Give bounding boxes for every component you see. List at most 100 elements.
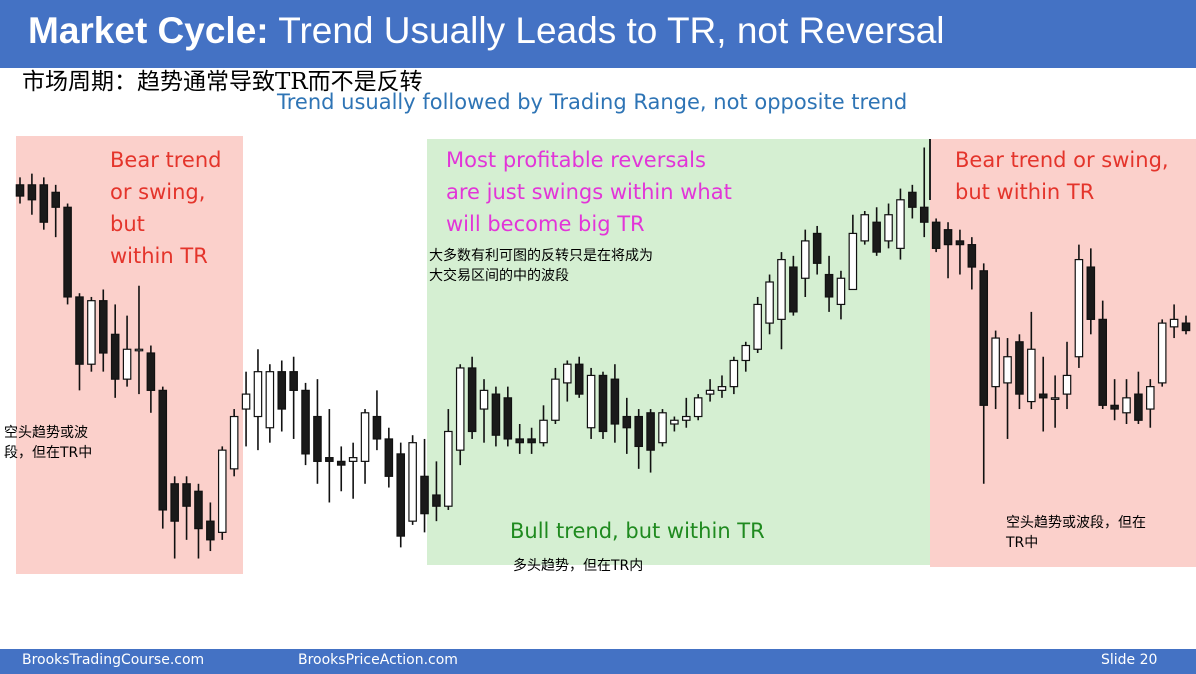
- candle: [610, 364, 620, 443]
- footer-link-brookspriceaction[interactable]: BrooksPriceAction.com: [298, 652, 458, 668]
- bull-candle-body: [717, 386, 727, 391]
- candle: [1122, 379, 1131, 424]
- candle: [1110, 379, 1119, 421]
- bear-candle-body: [206, 520, 215, 541]
- reversals-annotation-cn: 大多数有利可图的反转只是在将成为 大交易区间的中的波段: [429, 248, 653, 284]
- bull-candle-body: [586, 374, 596, 429]
- bull-candle-body: [705, 389, 715, 395]
- candle: [908, 184, 917, 219]
- candle: [943, 222, 953, 279]
- candle: [265, 364, 275, 443]
- candle: [777, 252, 786, 350]
- bear-candle-body: [919, 206, 929, 223]
- candle: [539, 405, 548, 447]
- candle: [1181, 315, 1191, 335]
- candle: [146, 345, 156, 413]
- candle: [574, 356, 584, 398]
- bear-candle-body: [1015, 341, 1024, 395]
- bull-candle-body: [551, 378, 560, 421]
- bull-candle-body: [408, 442, 417, 522]
- bull-candle-body: [991, 337, 1000, 388]
- candle: [1050, 375, 1060, 428]
- candle: [408, 435, 417, 525]
- candle: [717, 375, 727, 398]
- bull-candle-body: [348, 457, 358, 462]
- footer-bar: BrooksTradingCourse.com BrooksPriceActio…: [0, 649, 1196, 674]
- subtitle-chinese: 市场周期：趋势通常导致TR而不是反转: [22, 69, 423, 95]
- candle: [1169, 304, 1179, 339]
- bear-candle-body: [1134, 393, 1143, 421]
- bull-candle-body: [122, 348, 132, 380]
- bear-candle-body: [15, 184, 25, 197]
- candle: [622, 397, 632, 454]
- candle: [848, 214, 858, 291]
- slide-title-bold: Market Cycle:: [28, 10, 269, 51]
- candle: [432, 461, 441, 522]
- bear-candle-body: [872, 221, 881, 253]
- candle: [563, 360, 572, 402]
- bull-candle-body: [777, 258, 786, 320]
- bear-candle-body: [39, 184, 49, 223]
- candle: [896, 188, 905, 260]
- candle: [1027, 311, 1036, 410]
- candle: [515, 424, 525, 454]
- bear-candle-body: [146, 352, 156, 391]
- bear-candle-body: [98, 300, 108, 354]
- candle: [313, 379, 322, 484]
- title-bar: Market Cycle: Trend Usually Leads to TR,…: [0, 0, 1196, 68]
- candle: [503, 386, 513, 447]
- bull-candle-body: [444, 430, 453, 507]
- bear-candle-body: [610, 378, 620, 425]
- bear-right-annotation-cn: 空头趋势或波段，但在 TR中: [1006, 515, 1146, 551]
- candle: [217, 446, 227, 540]
- candle: [979, 263, 989, 484]
- bear-candle-body: [646, 412, 655, 451]
- bear-candle-body: [75, 296, 84, 365]
- bear-candle-body: [384, 438, 394, 477]
- candle: [51, 184, 60, 238]
- bull-candle-body: [896, 199, 905, 249]
- bear-candle-body: [955, 240, 965, 246]
- subtitle-english: Trend usually followed by Trading Range,…: [277, 90, 908, 114]
- bear-candle-body: [931, 221, 941, 249]
- bull-candle-body: [539, 419, 548, 444]
- candle: [15, 177, 25, 204]
- candle: [122, 315, 132, 387]
- candle: [336, 446, 346, 492]
- bear-candle-body: [182, 483, 191, 507]
- candle: [646, 409, 655, 473]
- candle: [991, 330, 1000, 410]
- candle: [277, 360, 287, 432]
- reversals-annotation: Most profitable reversals are just swing…: [446, 148, 732, 236]
- candle: [765, 274, 774, 335]
- bear-candle-body: [979, 270, 989, 406]
- bear-candle-body: [1098, 318, 1108, 406]
- candle: [955, 229, 965, 275]
- footer-link-brookstradingcourse[interactable]: BrooksTradingCourse.com: [22, 652, 205, 668]
- bear-candle-body: [812, 232, 822, 264]
- bear-candle-body: [313, 415, 322, 462]
- candle: [289, 356, 298, 439]
- candle: [884, 203, 893, 249]
- candle: [670, 416, 679, 432]
- bull-candle-body: [1003, 356, 1012, 384]
- bear-candle-body: [622, 415, 632, 429]
- bear-candle-body: [170, 483, 179, 522]
- bull-candle-body: [241, 393, 251, 410]
- bear-candle-body: [789, 266, 798, 313]
- bear-right-annotation: Bear trend or swing, but within TR: [955, 148, 1169, 204]
- bear-candle-body: [574, 363, 584, 395]
- candle: [384, 427, 394, 488]
- bear-candle-body: [515, 438, 525, 444]
- candle: [551, 367, 560, 424]
- bear-candle-body: [27, 184, 37, 201]
- bear-candle-body: [63, 206, 72, 298]
- candle: [598, 371, 608, 439]
- bear-candle-body: [110, 333, 120, 380]
- bull-candle-body: [836, 277, 846, 306]
- bull-candle-body: [265, 371, 275, 429]
- bull-candle-body: [741, 344, 751, 362]
- candle: [75, 293, 84, 391]
- bear-candle-body: [943, 229, 953, 246]
